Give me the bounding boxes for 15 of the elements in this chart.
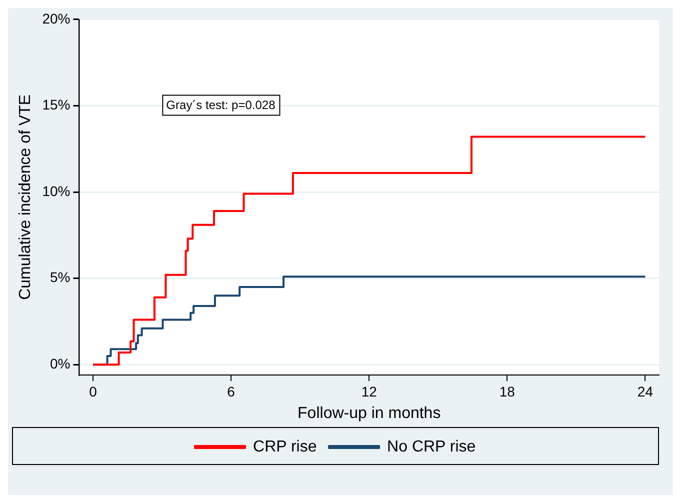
legend-label: CRP rise bbox=[253, 438, 317, 456]
y-axis-title: Cumulative incidence of VTE bbox=[17, 94, 34, 300]
legend-label: No CRP rise bbox=[387, 438, 476, 456]
x-axis-title: Follow-up in months bbox=[298, 404, 441, 422]
x-tick-label: 0 bbox=[89, 383, 98, 400]
annotation: Gray´s test: p=0.028 bbox=[166, 98, 276, 112]
x-tick-label: 12 bbox=[361, 383, 378, 400]
x-tick-label: 18 bbox=[499, 383, 516, 400]
y-tick-label: 15% bbox=[42, 96, 70, 113]
y-tick-label: 0% bbox=[50, 356, 70, 372]
x-tick-label: 24 bbox=[637, 383, 654, 400]
x-tick-label: 6 bbox=[227, 383, 236, 400]
y-tick-label: 10% bbox=[42, 182, 70, 199]
y-tick-label: 5% bbox=[50, 269, 70, 286]
y-tick-label: 20% bbox=[42, 10, 70, 26]
